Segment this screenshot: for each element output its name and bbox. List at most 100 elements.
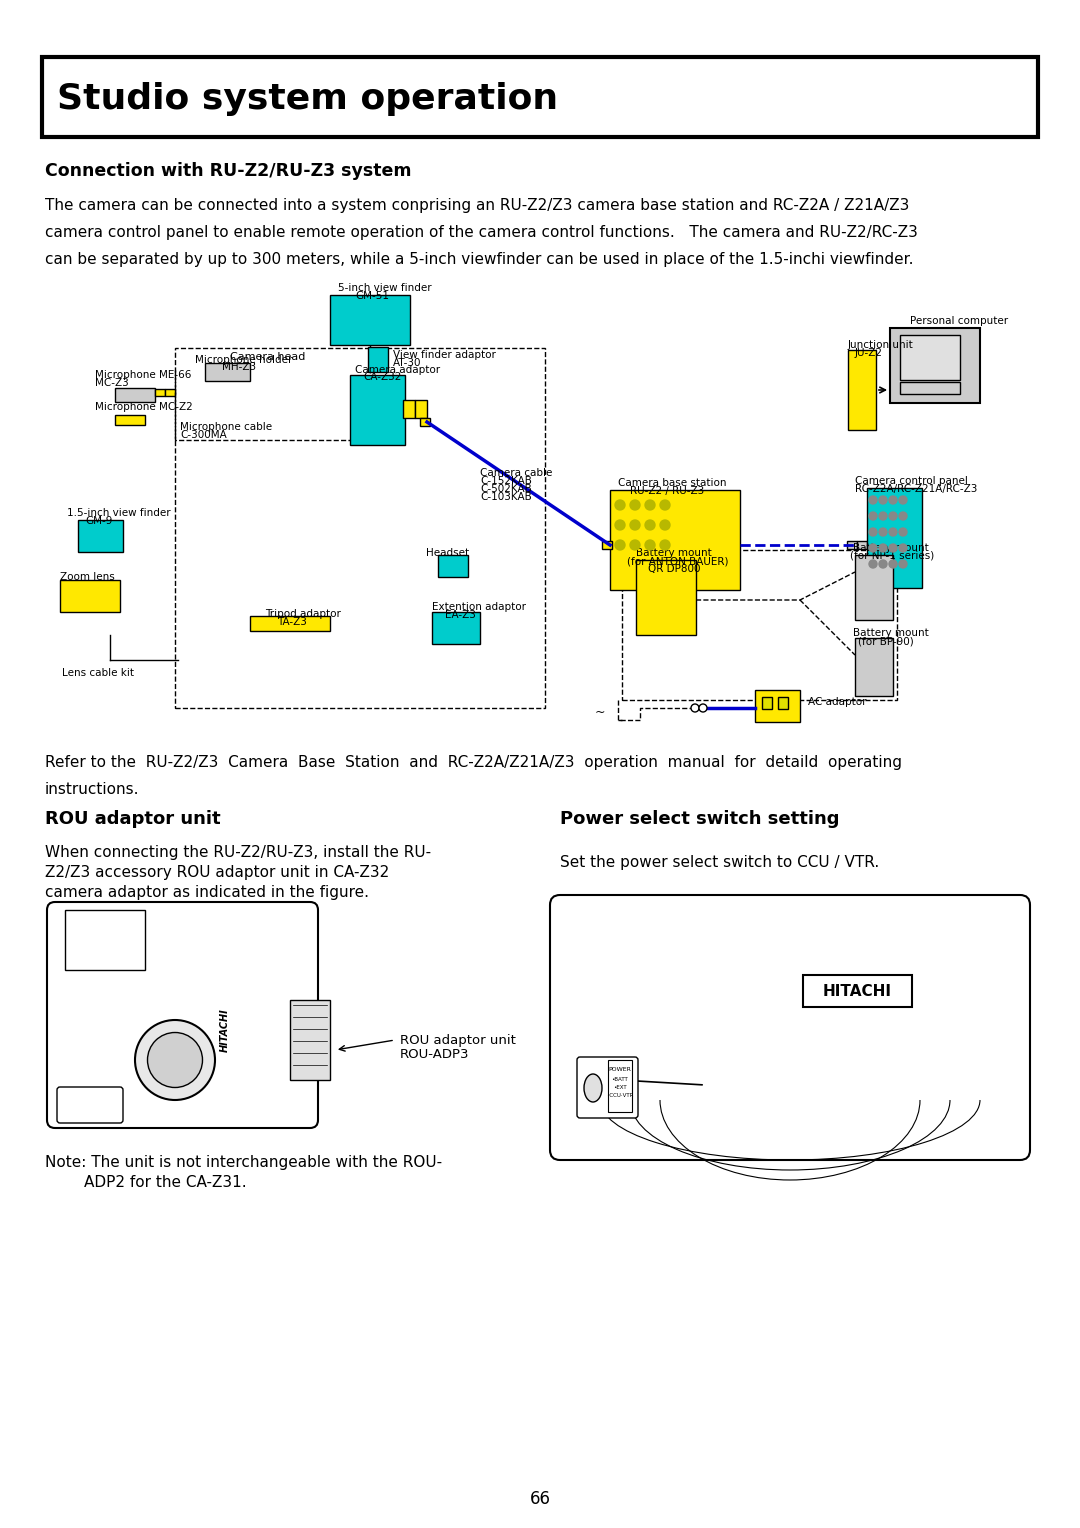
Bar xyxy=(867,487,922,588)
Text: Note: The unit is not interchangeable with the ROU-: Note: The unit is not interchangeable wi… xyxy=(45,1155,442,1170)
FancyBboxPatch shape xyxy=(577,1057,638,1118)
Text: 66: 66 xyxy=(529,1490,551,1508)
Bar xyxy=(636,559,696,636)
Text: ADP2 for the CA-Z31.: ADP2 for the CA-Z31. xyxy=(45,1175,246,1190)
FancyBboxPatch shape xyxy=(48,902,318,1128)
Circle shape xyxy=(615,539,625,550)
Circle shape xyxy=(630,520,640,530)
Circle shape xyxy=(645,500,654,510)
Text: Junction unit: Junction unit xyxy=(848,341,914,350)
Bar xyxy=(42,57,1038,138)
Bar xyxy=(165,390,175,396)
Bar xyxy=(755,691,800,723)
Bar xyxy=(175,348,545,707)
Text: Studio system operation: Studio system operation xyxy=(57,83,558,116)
Text: •CCU·VTR: •CCU·VTR xyxy=(606,1093,634,1099)
Circle shape xyxy=(879,497,887,504)
Text: GM-9: GM-9 xyxy=(85,516,112,526)
Text: C-502KAB: C-502KAB xyxy=(480,484,531,494)
Text: View finder adaptor: View finder adaptor xyxy=(393,350,496,361)
Bar xyxy=(330,295,410,345)
Circle shape xyxy=(899,559,907,568)
Text: RU-Z2 / RU-Z3: RU-Z2 / RU-Z3 xyxy=(630,486,704,497)
Text: Battery mount: Battery mount xyxy=(636,549,712,558)
Text: Camera control panel: Camera control panel xyxy=(855,477,968,486)
Text: Headset: Headset xyxy=(427,549,470,558)
Ellipse shape xyxy=(148,1033,203,1088)
Text: Set the power select switch to CCU / VTR.: Set the power select switch to CCU / VTR… xyxy=(561,856,879,869)
Text: Microphone MC-Z2: Microphone MC-Z2 xyxy=(95,402,192,413)
Bar xyxy=(205,364,249,380)
Bar xyxy=(438,555,468,578)
FancyBboxPatch shape xyxy=(550,895,1030,1160)
Bar xyxy=(610,490,740,590)
Circle shape xyxy=(879,512,887,520)
Bar xyxy=(900,335,960,380)
Bar xyxy=(855,639,893,695)
Bar xyxy=(249,616,330,631)
Bar xyxy=(890,329,980,403)
FancyBboxPatch shape xyxy=(804,975,912,1007)
Text: Microphone cable: Microphone cable xyxy=(180,422,272,432)
Bar xyxy=(291,999,330,1080)
Text: AT-30: AT-30 xyxy=(393,358,421,368)
Bar xyxy=(622,550,897,700)
Circle shape xyxy=(615,520,625,530)
Circle shape xyxy=(889,544,897,552)
Circle shape xyxy=(869,544,877,552)
Text: Tripod adaptor: Tripod adaptor xyxy=(265,610,341,619)
Bar xyxy=(762,697,772,709)
Bar xyxy=(847,541,858,549)
Circle shape xyxy=(869,512,877,520)
Ellipse shape xyxy=(135,1021,215,1100)
Text: Refer to the  RU-Z2/Z3  Camera  Base  Station  and  RC-Z2A/Z21A/Z3  operation  m: Refer to the RU-Z2/Z3 Camera Base Statio… xyxy=(45,755,902,770)
Text: (for ANTON BAUER): (for ANTON BAUER) xyxy=(627,556,729,565)
Bar xyxy=(60,581,120,613)
Bar xyxy=(415,400,427,419)
Text: instructions.: instructions. xyxy=(45,782,139,798)
Text: (for BP-90): (for BP-90) xyxy=(858,636,914,646)
Circle shape xyxy=(869,559,877,568)
Text: Battery mount: Battery mount xyxy=(853,628,929,639)
Circle shape xyxy=(869,529,877,536)
Circle shape xyxy=(879,544,887,552)
Text: HITACHI: HITACHI xyxy=(220,1008,230,1051)
Bar xyxy=(368,347,388,371)
Ellipse shape xyxy=(699,704,707,712)
Ellipse shape xyxy=(584,1074,602,1102)
Text: Camera cable: Camera cable xyxy=(480,468,552,478)
Text: ROU-ADP3: ROU-ADP3 xyxy=(400,1048,470,1060)
Text: GM-51: GM-51 xyxy=(355,290,389,301)
FancyBboxPatch shape xyxy=(57,1086,123,1123)
Bar xyxy=(114,416,145,425)
Bar xyxy=(420,419,430,426)
Text: MC-Z3: MC-Z3 xyxy=(95,377,129,388)
Text: MH-Z3: MH-Z3 xyxy=(222,362,256,371)
Text: Personal computer: Personal computer xyxy=(910,316,1008,325)
Circle shape xyxy=(899,497,907,504)
Text: can be separated by up to 300 meters, while a 5-inch viewfinder can be used in p: can be separated by up to 300 meters, wh… xyxy=(45,252,914,267)
Bar xyxy=(900,382,960,394)
Text: Lens cable kit: Lens cable kit xyxy=(62,668,134,678)
Text: Camera base station: Camera base station xyxy=(618,478,727,487)
Circle shape xyxy=(869,497,877,504)
Circle shape xyxy=(889,559,897,568)
Text: ROU adaptor unit: ROU adaptor unit xyxy=(45,810,220,828)
Text: EA-Z3: EA-Z3 xyxy=(445,610,476,620)
Text: AC adaptor: AC adaptor xyxy=(808,697,866,707)
Text: Connection with RU-Z2/RU-Z3 system: Connection with RU-Z2/RU-Z3 system xyxy=(45,162,411,180)
Text: POWER: POWER xyxy=(608,1067,632,1073)
Circle shape xyxy=(645,539,654,550)
Text: Zoom lens: Zoom lens xyxy=(60,571,114,582)
Text: Extention adaptor: Extention adaptor xyxy=(432,602,526,613)
Circle shape xyxy=(879,529,887,536)
Circle shape xyxy=(889,497,897,504)
Text: (for NP-1 series): (for NP-1 series) xyxy=(850,552,934,561)
Text: 5-inch view finder: 5-inch view finder xyxy=(338,283,432,293)
Circle shape xyxy=(615,500,625,510)
Text: Camera head: Camera head xyxy=(230,351,306,362)
Text: 1.5-inch view finder: 1.5-inch view finder xyxy=(67,507,171,518)
Bar xyxy=(858,541,867,549)
Text: ROU adaptor unit: ROU adaptor unit xyxy=(400,1034,516,1047)
Circle shape xyxy=(630,500,640,510)
